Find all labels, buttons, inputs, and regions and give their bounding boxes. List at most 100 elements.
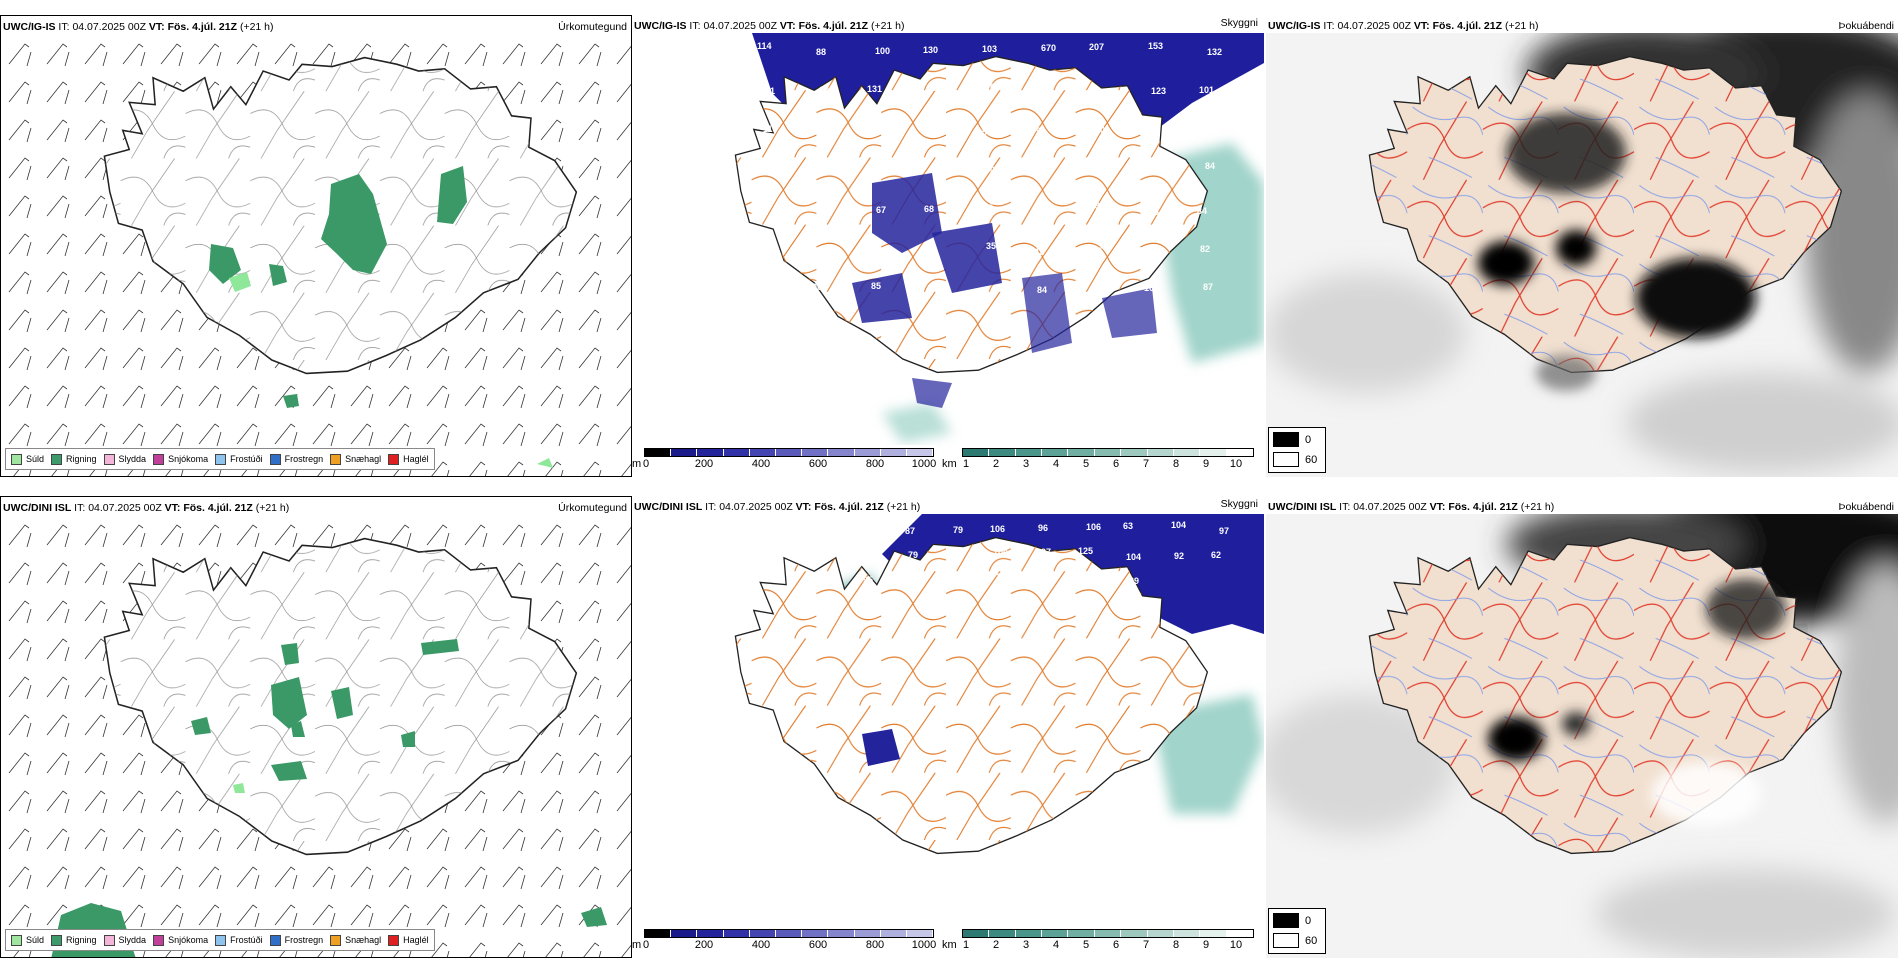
fog-index-panel: UWC/DINI ISL IT: 04.07.2025 00Z VT: Fös.…	[1266, 496, 1898, 958]
low-cloud-patches	[862, 729, 900, 766]
cloud-base-label: 310	[1033, 578, 1048, 588]
cloud-base-label: 300	[996, 572, 1011, 582]
colorbar-segment	[775, 930, 803, 937]
cloud-base-tick: 1000	[911, 939, 937, 951]
cloud-base-label: 92	[1174, 551, 1184, 561]
visibility-tick: 1	[962, 458, 970, 470]
it-label: IT:	[1339, 501, 1351, 513]
cloud-base-label: 123	[1151, 86, 1166, 96]
visibility-colorbar: km 1 2 3 4 5 6 7 8 9 10	[942, 445, 1264, 475]
cloud-base-label: 71	[927, 242, 937, 252]
colorbar-segment	[963, 449, 990, 456]
cloud-base-label: 85	[1096, 284, 1106, 294]
cloud-base-label: 60	[1152, 245, 1162, 255]
cloud-base-label: 39	[1129, 576, 1139, 586]
panel-header: UWC/IG-IS IT: 04.07.2025 00Z VT: Fös. 4.…	[634, 17, 1260, 36]
cloud-base-tick: 400	[751, 939, 771, 951]
cloud-base-label: 205	[985, 82, 1000, 92]
vt-label: VT:	[164, 502, 181, 514]
legend-item: Súld	[11, 453, 44, 465]
cloud-base-bar	[644, 929, 934, 938]
colorbar-segment	[802, 930, 829, 937]
lead-time: (+21 h)	[239, 21, 274, 33]
cloud-base-label: 106	[990, 524, 1005, 534]
fog-legend: 0 60	[1268, 427, 1326, 473]
legend-item: Frostúði	[215, 934, 263, 946]
legend-row: 0	[1273, 913, 1311, 928]
cloud-base-label: 96	[868, 243, 878, 253]
panel-title: Skyggni	[1220, 498, 1258, 510]
colorbar-segment	[854, 930, 881, 937]
visibility-tick: 10	[1229, 458, 1243, 470]
visibility-unit: km	[942, 458, 957, 470]
cloud-base-label: 102	[819, 85, 834, 95]
cloud-base-label: 130	[923, 45, 938, 55]
colorbar-segment	[697, 449, 724, 456]
cloud-base-label: 100	[993, 548, 1008, 558]
colorbar-segment	[1094, 449, 1122, 456]
colorbar-segment	[1042, 930, 1069, 937]
cloud-base-label: 102	[817, 206, 832, 216]
cloud-base-label: 87	[1203, 282, 1213, 292]
legend-item: Snjókoma	[153, 934, 208, 946]
visibility-panel: UWC/IG-IS IT: 04.07.2025 00Z VT: Fös. 4.…	[632, 15, 1264, 477]
cloud-base-label: 73	[1090, 201, 1100, 211]
cloud-base-unit: m	[632, 458, 642, 470]
colorbar-segment	[1068, 930, 1095, 937]
colorbar-segment	[749, 930, 776, 937]
visibility-colorbar: km 1 2 3 4 5 6 7 8 9 10	[942, 926, 1264, 956]
colorbar-segment	[723, 930, 750, 937]
visibility-tick: 10	[1229, 939, 1243, 951]
legend-swatch	[215, 934, 227, 946]
lead-time: (+21 h)	[870, 20, 905, 32]
cloud-base-label: 310	[766, 162, 781, 172]
cloud-base-label: 84	[1205, 161, 1215, 171]
legend-label: Frostúði	[230, 454, 263, 464]
precip-type-panel: UWC/DINI ISL IT: 04.07.2025 00Z VT: Fös.…	[0, 496, 632, 958]
cloud-base-label: 38	[1081, 577, 1091, 587]
cloud-base-label: 84	[1037, 285, 1047, 295]
fog-index-panel: UWC/IG-IS IT: 04.07.2025 00Z VT: Fös. 4.…	[1266, 15, 1898, 477]
cloud-base-label: 55	[1093, 246, 1103, 256]
vt-label: VT:	[779, 20, 796, 32]
legend-item: Haglél	[388, 934, 429, 946]
panel-title: Skyggni	[1220, 17, 1258, 29]
cloud-base-label: 100	[814, 161, 829, 171]
visibility-tick: 5	[1082, 939, 1090, 951]
legend-swatch	[388, 934, 400, 946]
cloud-base-label: 43	[820, 244, 830, 254]
cloud-base-label: 65	[761, 245, 771, 255]
model-name: UWC/DINI ISL	[3, 502, 72, 514]
lead-time: (+21 h)	[886, 501, 921, 513]
cloud-base-tick: 1000	[911, 458, 937, 470]
lead-time: (+21 h)	[255, 502, 290, 514]
legend-label: Rigning	[66, 935, 97, 945]
legend-row: 0	[1273, 432, 1311, 447]
cloud-base-label: 88	[816, 47, 826, 57]
colorbar-segment	[697, 930, 724, 937]
legend-row: 60	[1273, 933, 1317, 948]
colorbar-segment	[854, 449, 881, 456]
visibility-tick: 8	[1172, 458, 1180, 470]
legend-item: Frostúði	[215, 453, 263, 465]
cloud-base-tick: 200	[694, 939, 714, 951]
visibility-tick: 2	[992, 939, 1000, 951]
cloud-base-label: 103	[982, 44, 997, 54]
colorbar-segment	[1015, 449, 1043, 456]
colorbar-segment	[828, 930, 855, 937]
cloud-base-label: 91	[1036, 126, 1046, 136]
cloud-base-label: 87	[905, 526, 915, 536]
cloud-base-label: 80	[1095, 125, 1105, 135]
cloud-base-label: 94	[929, 121, 939, 131]
cloud-base-label: 34	[767, 321, 777, 331]
legend-item: Rigning	[51, 453, 97, 465]
cloud-base-tick: 0	[642, 939, 650, 951]
visibility-tick: 6	[1112, 939, 1120, 951]
colorbar-segment	[671, 930, 698, 937]
legend-label: 60	[1305, 453, 1318, 466]
cloud-base-label: 58	[983, 203, 993, 213]
legend-swatch	[103, 934, 115, 946]
cloud-base-label: 97	[1092, 87, 1102, 97]
cloud-base-label: 121	[760, 86, 775, 96]
